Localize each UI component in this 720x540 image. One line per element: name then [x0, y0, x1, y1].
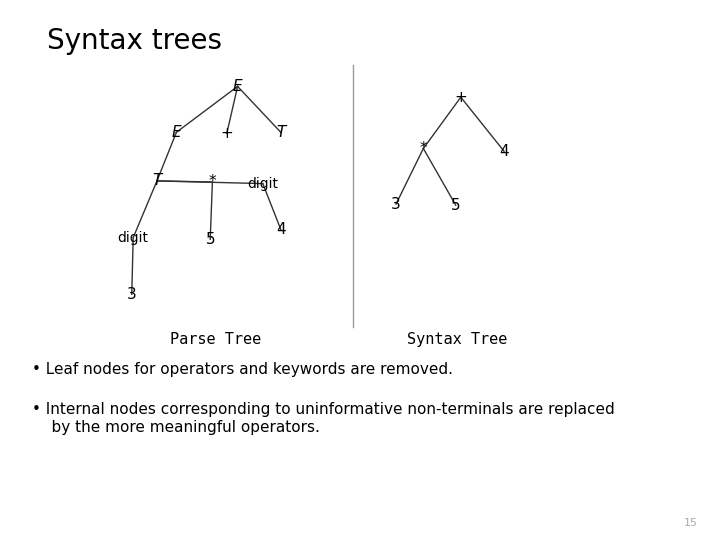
Text: • Internal nodes corresponding to uninformative non-terminals are replaced
    b: • Internal nodes corresponding to uninfo… — [32, 402, 615, 435]
Text: +: + — [220, 126, 233, 141]
Text: T: T — [276, 125, 286, 140]
Text: 3: 3 — [391, 197, 401, 212]
Text: Syntax trees: Syntax trees — [47, 27, 222, 55]
Text: E: E — [171, 125, 181, 140]
Text: digit: digit — [117, 231, 149, 245]
Text: +: + — [454, 90, 467, 105]
Text: 15: 15 — [684, 518, 698, 528]
Text: Syntax Tree: Syntax Tree — [407, 332, 508, 347]
Text: 5: 5 — [205, 232, 215, 247]
Text: E: E — [233, 79, 243, 94]
Text: *: * — [209, 174, 216, 190]
Text: 4: 4 — [276, 222, 286, 237]
Text: 3: 3 — [127, 287, 137, 302]
Text: T: T — [152, 173, 162, 188]
Text: • Leaf nodes for operators and keywords are removed.: • Leaf nodes for operators and keywords … — [32, 362, 454, 377]
Text: 5: 5 — [451, 198, 461, 213]
Text: Parse Tree: Parse Tree — [171, 332, 261, 347]
Text: 4: 4 — [499, 144, 509, 159]
Text: digit: digit — [247, 177, 279, 191]
Text: *: * — [420, 141, 427, 156]
